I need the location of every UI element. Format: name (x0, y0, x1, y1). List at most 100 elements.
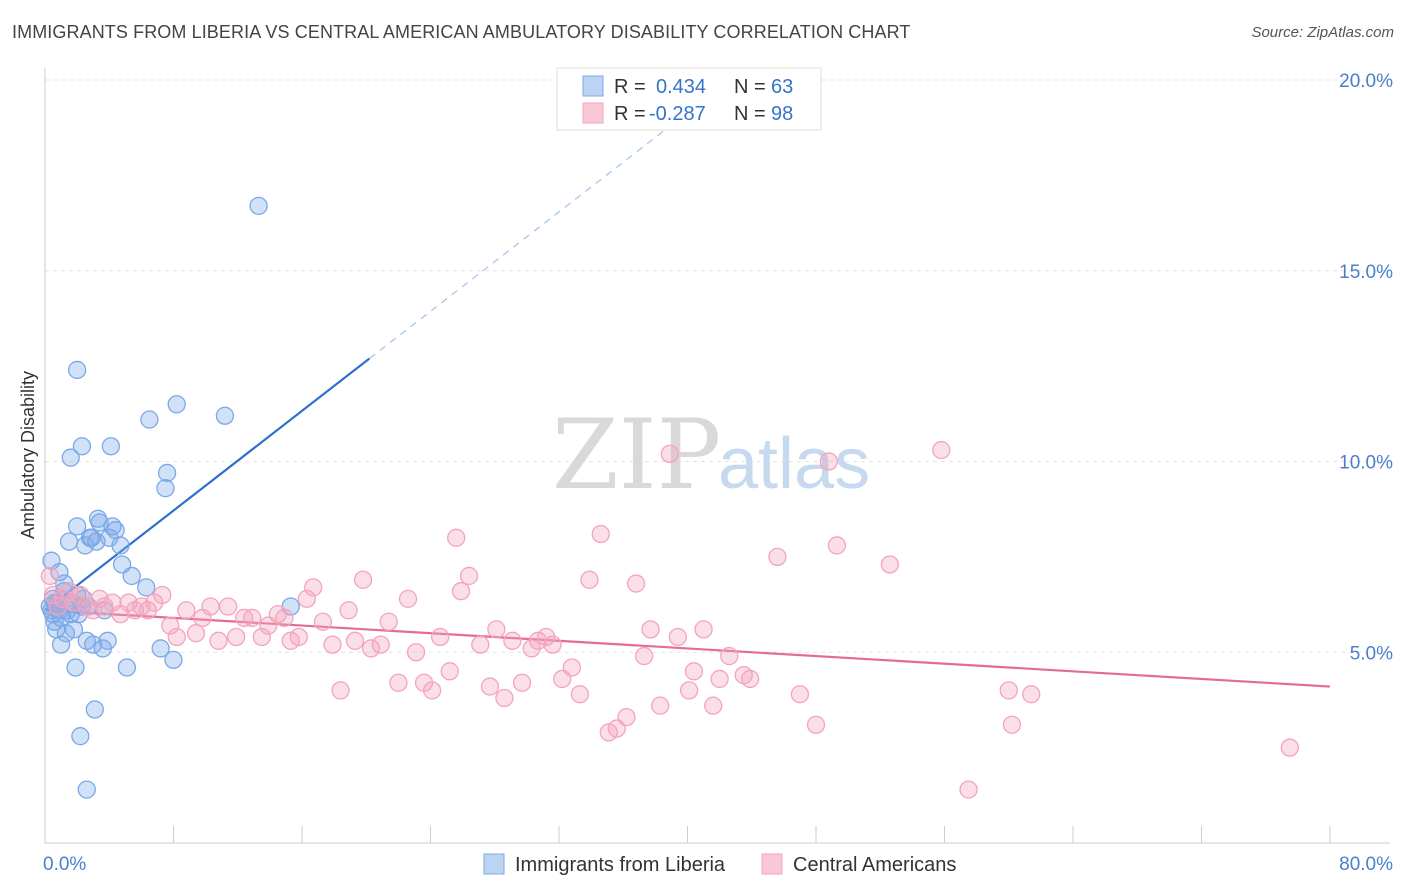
central-american-point-9 (84, 601, 103, 620)
liberia-point-46 (101, 437, 121, 456)
central-american-point-93 (819, 452, 838, 471)
central-american-point-83 (684, 662, 704, 681)
legend-swatch-central (761, 853, 783, 875)
x-tick-label-min: 0.0% (43, 854, 86, 875)
gridlines (45, 79, 1390, 653)
trend-line-liberia (44, 357, 371, 612)
central-american-point-61 (495, 688, 514, 708)
liberia-point-9 (50, 562, 69, 582)
central-american-point-42 (339, 601, 358, 620)
watermark-zip: ZIP (552, 399, 721, 511)
liberia-point-15 (59, 532, 79, 551)
central-american-point-90 (768, 547, 787, 567)
central-american-point-38 (304, 578, 323, 597)
chart-title: IMMIGRANTS FROM LIBERIA VS CENTRAL AMERI… (12, 22, 911, 42)
central-american-point-46 (371, 635, 390, 654)
liberia-point-55 (71, 727, 90, 746)
central-american-point-89 (740, 669, 760, 689)
central-american-point-43 (345, 631, 365, 650)
central-american-point-76 (626, 574, 646, 593)
liberia-point-42 (151, 639, 170, 658)
data-points (40, 196, 1299, 799)
central-american-point-1 (40, 566, 59, 586)
trend-lines (44, 87, 1331, 688)
liberia-point-53 (249, 196, 268, 216)
central-american-point-62 (503, 631, 522, 650)
liberia-point-57 (85, 700, 104, 719)
x-tick-label-max: 80.0% (1339, 854, 1393, 875)
central-american-point-47 (379, 612, 398, 631)
liberia-point-28 (84, 635, 103, 654)
central-american-point-71 (580, 570, 599, 589)
central-american-point-87 (720, 646, 739, 666)
central-american-point-44 (353, 570, 373, 589)
central-american-point-72 (591, 524, 610, 544)
y-axis-label: Ambulatory Disability (18, 371, 38, 539)
axes (44, 68, 1390, 844)
central-american-point-69 (562, 658, 581, 677)
trend-line-liberia-extension (369, 87, 721, 360)
central-american-point-85 (704, 696, 723, 715)
central-american-point-40 (323, 635, 342, 654)
legend-label-liberia: Immigrants from Liberia (515, 854, 726, 876)
central-american-point-82 (679, 681, 699, 700)
watermark: ZIP atlas (552, 399, 870, 511)
central-american-point-67 (543, 635, 562, 654)
central-american-point-77 (634, 646, 654, 666)
central-american-point-70 (570, 685, 590, 704)
y-tick-label-4: 20.0% (1339, 71, 1393, 92)
central-american-point-48 (389, 673, 408, 692)
stats-r-value-2: -0.287 (649, 103, 706, 125)
central-american-point-37 (297, 589, 316, 608)
central-american-point-49 (398, 589, 418, 608)
legend-label-central: Central Americans (793, 854, 956, 876)
stats-n-label-1: N = (734, 76, 766, 98)
central-american-point-54 (440, 662, 459, 681)
central-american-point-86 (710, 669, 729, 689)
central-american-point-31 (252, 627, 271, 647)
central-american-point-55 (447, 528, 466, 547)
central-american-point-92 (806, 715, 826, 734)
central-american-point-21 (167, 627, 186, 647)
stats-r-label-1: R = (614, 76, 646, 98)
central-american-point-101 (1280, 738, 1299, 757)
central-american-point-75 (617, 707, 636, 727)
central-american-point-23 (186, 624, 206, 643)
y-tick-label-2: 10.0% (1339, 453, 1393, 474)
central-american-point-52 (422, 681, 442, 700)
liberia-point-41 (137, 578, 156, 597)
stats-n-value-1: 63 (771, 76, 793, 98)
central-american-point-22 (177, 601, 196, 620)
central-american-point-79 (651, 696, 670, 715)
stats-n-label-2: N = (734, 103, 766, 125)
central-american-point-94 (827, 536, 847, 555)
stats-swatch-central (582, 102, 604, 124)
stats-swatch-liberia (582, 75, 604, 97)
liberia-point-36 (106, 521, 125, 540)
central-american-point-96 (932, 440, 951, 460)
watermark-atlas: atlas (718, 424, 870, 504)
liberia-point-44 (61, 448, 80, 467)
central-american-point-100 (959, 780, 978, 799)
liberia-point-50 (156, 479, 175, 498)
stats-box: R = 0.434 N = 63 R = -0.287 N = 98 (556, 67, 822, 131)
central-american-point-99 (1022, 685, 1041, 704)
central-american-point-91 (790, 685, 810, 704)
stats-r-label-2: R = (614, 103, 646, 125)
central-american-point-53 (430, 627, 450, 647)
central-american-point-20 (161, 616, 180, 635)
y-tick-label-1: 5.0% (1350, 643, 1393, 664)
central-american-point-19 (153, 585, 172, 605)
central-american-point-80 (660, 444, 679, 464)
legend-swatch-liberia (483, 853, 505, 875)
central-american-point-57 (459, 566, 479, 586)
central-american-point-84 (694, 620, 713, 639)
liberia-point-56 (77, 780, 96, 799)
stats-n-value-2: 98 (771, 103, 793, 125)
central-american-point-7 (71, 585, 90, 605)
liberia-point-47 (67, 360, 87, 380)
central-american-point-63 (512, 673, 532, 692)
liberia-point-33 (98, 631, 117, 650)
central-american-point-41 (331, 681, 350, 700)
